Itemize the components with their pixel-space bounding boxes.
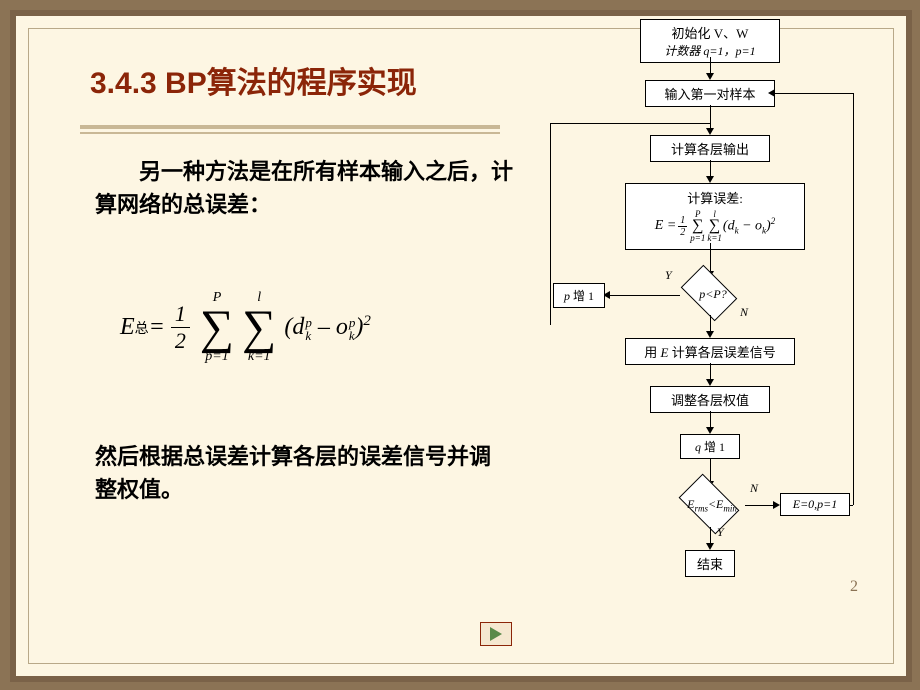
flowchart: 初始化 V、W 计数器 q=1，p=1 输入第一对样本 计算各层输出 计算误差:…	[545, 15, 890, 655]
paragraph-2: 然后根据总误差计算各层的误差信号并调整权值。	[95, 440, 495, 506]
fc-inc-p-box: p p 增 1增 1	[553, 283, 605, 308]
fc-reset-box: E=0,p=1	[780, 493, 850, 516]
eq-equals: =	[149, 314, 165, 341]
fc-init-l2: 计数器 q=1，p=1	[664, 44, 755, 58]
eq-fraction: 1 2	[171, 301, 190, 354]
eq-sum1: P ∑ p=1	[200, 290, 234, 365]
frac-num: 1	[171, 301, 190, 328]
eq-term: (dpk – opk)2	[284, 313, 371, 341]
eq-sum2: l ∑ k=1	[242, 290, 276, 365]
next-slide-button[interactable]	[480, 622, 512, 646]
fc-input-box: 输入第一对样本	[645, 80, 775, 107]
fc-inc-q-box: q 增 1	[680, 434, 740, 459]
fc-error-title: 计算误差:	[630, 188, 800, 207]
frac-den: 2	[171, 328, 190, 354]
total-error-equation: E总 = 1 2 P ∑ p=1 l ∑ k=1 (dpk – opk)2	[120, 290, 371, 365]
title-underline	[80, 125, 500, 134]
fc-init-l1: 初始化 V、W	[647, 23, 773, 42]
label-N-1: N	[740, 305, 748, 320]
fc-error-calc-box: 计算误差: E = 1 2 P∑p=1 l∑k=1 (dk − ok)2	[625, 183, 805, 250]
play-icon	[490, 627, 502, 641]
label-N-2: N	[750, 481, 758, 496]
label-Y-2: Y	[717, 525, 724, 540]
label-Y-1: Y	[665, 268, 672, 283]
fc-end-box: 结束	[685, 550, 735, 577]
fc-decision-erms-text: Erms<Emin	[677, 497, 747, 513]
fc-decision-p-text: p<P?	[693, 287, 733, 302]
para1-text: 另一种方法是在所有样本输入之后，计算网络的总误差：	[95, 159, 513, 217]
fc-compute-output-box: 计算各层输出	[650, 135, 770, 162]
fc-adjust-weights-box: 调整各层权值	[650, 386, 770, 413]
slide-title: 3.4.3 BP算法的程序实现	[90, 58, 417, 102]
page-number: 2	[850, 578, 858, 596]
eq-sub: 总	[135, 318, 149, 338]
fc-error-signal-box: 用 E 计算各层误差信号	[625, 338, 795, 365]
eq-E: E	[120, 314, 135, 341]
paragraph-1: 另一种方法是在所有样本输入之后，计算网络的总误差：	[95, 155, 515, 221]
